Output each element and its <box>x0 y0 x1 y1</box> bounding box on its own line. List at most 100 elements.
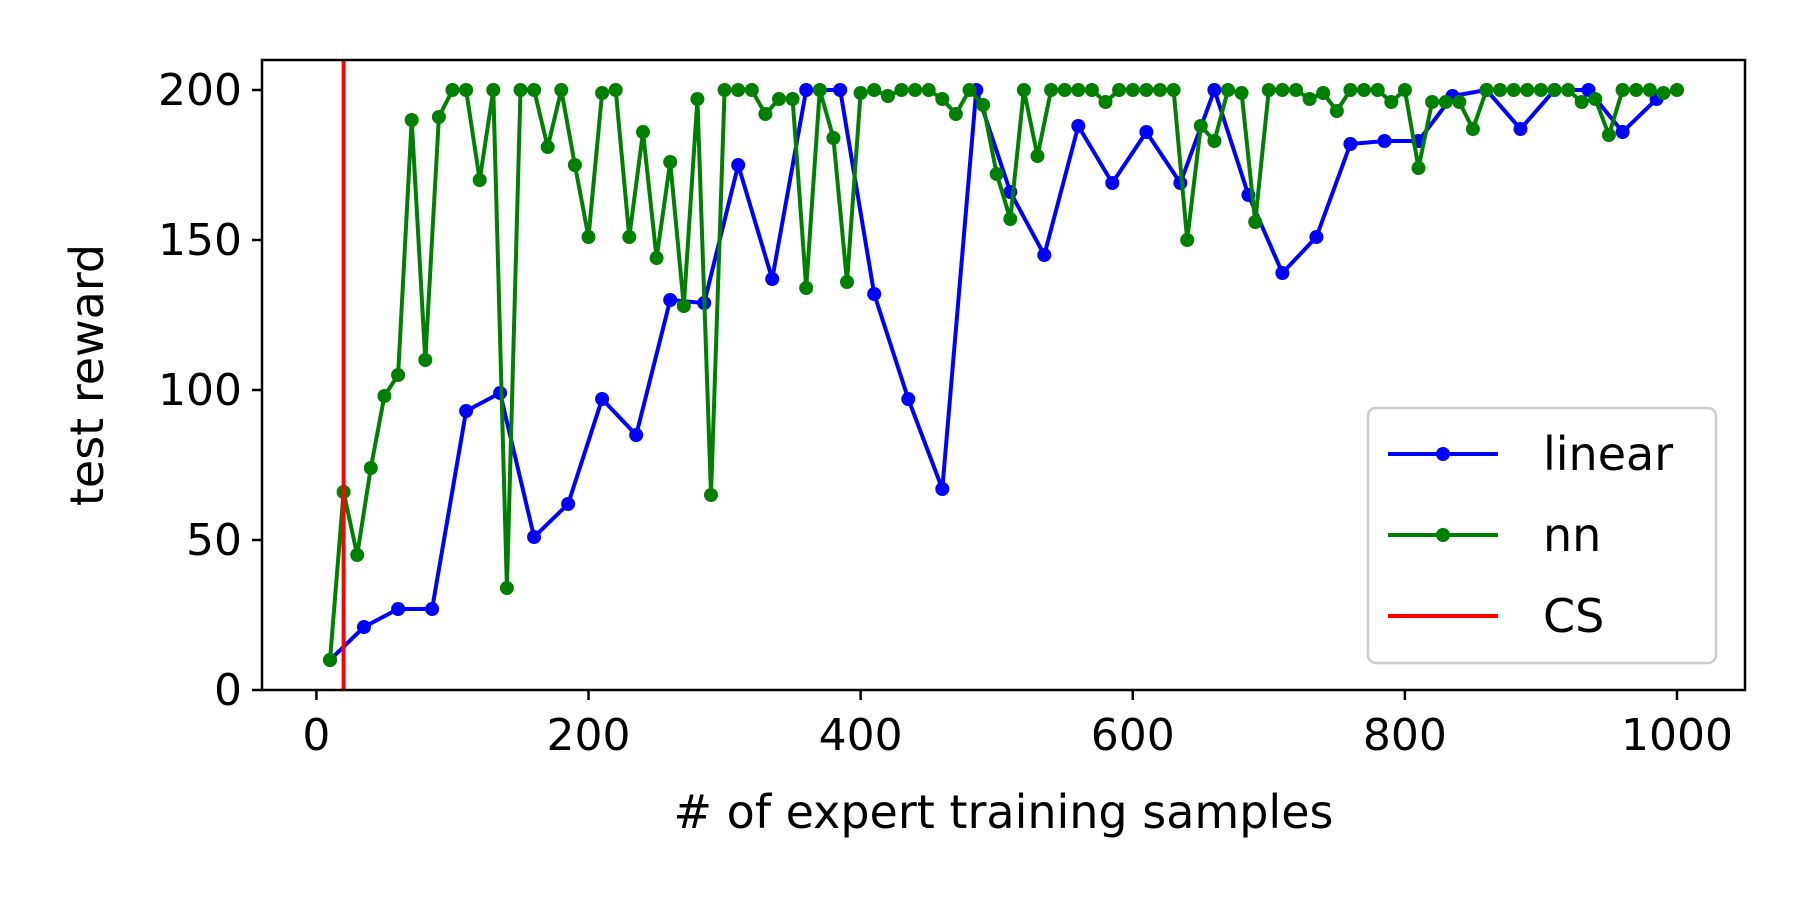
legend-box <box>1366 406 1718 665</box>
data-point-nn <box>1425 95 1440 109</box>
data-point-nn <box>1629 83 1644 97</box>
data-point-linear <box>1139 125 1154 139</box>
data-point-nn <box>622 230 637 244</box>
legend: linear nn CS <box>1366 406 1718 665</box>
legend-marker-nn <box>1436 528 1450 542</box>
data-point-nn <box>812 83 827 97</box>
data-point-nn <box>1057 83 1072 97</box>
data-point-nn <box>690 92 705 106</box>
data-point-nn <box>989 167 1004 181</box>
data-point-nn <box>1193 119 1208 133</box>
legend-marker-linear <box>1436 447 1450 461</box>
data-point-nn <box>1302 92 1317 106</box>
data-point-nn <box>459 83 474 97</box>
x-tick-label: 200 <box>547 710 631 761</box>
legend-label-CS: CS <box>1543 589 1604 643</box>
data-point-linear <box>901 392 916 406</box>
data-point-nn <box>1520 83 1535 97</box>
data-point-nn <box>1357 83 1371 97</box>
data-point-nn <box>1384 95 1399 109</box>
data-point-nn <box>1465 122 1480 136</box>
x-tick-label: 800 <box>1363 710 1447 761</box>
data-point-nn <box>976 98 991 112</box>
data-point-nn <box>1588 92 1603 106</box>
data-point-nn <box>527 83 542 97</box>
data-point-nn <box>1316 86 1331 100</box>
data-point-nn <box>704 488 718 502</box>
data-point-linear <box>765 272 780 286</box>
data-point-linear <box>663 293 678 307</box>
axes-frame <box>260 58 1747 692</box>
data-point-nn <box>1098 95 1113 109</box>
data-point-nn <box>867 83 882 97</box>
data-point-nn <box>1003 212 1018 226</box>
data-point-nn <box>1493 83 1508 97</box>
data-point-nn <box>636 125 650 139</box>
legend-label-linear: linear <box>1543 427 1673 481</box>
series-line-linear <box>328 88 1658 662</box>
data-point-linear <box>1309 230 1324 244</box>
data-point-nn <box>962 83 977 97</box>
data-point-nn <box>1248 215 1263 229</box>
data-point-linear <box>561 497 576 511</box>
data-point-nn <box>1153 83 1167 97</box>
data-point-linear <box>799 83 814 97</box>
data-point-linear <box>595 392 610 406</box>
data-point-linear <box>1037 248 1052 262</box>
data-point-linear <box>731 158 746 172</box>
data-point-nn <box>731 83 746 97</box>
data-point-nn <box>540 140 555 154</box>
data-point-nn <box>1275 83 1290 97</box>
data-point-nn <box>785 92 800 106</box>
plot-area <box>323 60 1684 690</box>
x-tick-label: 0 <box>302 710 330 761</box>
data-point-nn <box>1615 83 1630 97</box>
data-point-linear <box>459 404 474 418</box>
data-point-nn <box>377 389 392 403</box>
data-point-nn <box>1112 83 1127 97</box>
data-point-nn <box>908 83 923 97</box>
data-point-linear <box>425 602 440 616</box>
data-point-nn <box>1452 95 1467 109</box>
data-point-nn <box>595 86 610 100</box>
data-point-nn <box>1139 83 1154 97</box>
data-point-nn <box>363 461 378 475</box>
data-point-nn <box>581 230 596 244</box>
data-point-nn <box>1261 83 1276 97</box>
y-axis-label: test reward <box>60 244 114 506</box>
data-point-nn <box>1533 83 1548 97</box>
data-point-nn <box>1289 83 1303 97</box>
data-point-nn <box>676 299 691 313</box>
data-point-nn <box>758 107 773 121</box>
y-tick-label: 50 <box>186 515 242 566</box>
data-point-nn <box>1574 95 1589 109</box>
data-point-linear <box>833 83 848 97</box>
data-point-linear <box>1275 266 1290 280</box>
data-point-nn <box>1506 83 1521 97</box>
data-point-nn <box>472 173 487 187</box>
data-point-nn <box>1343 83 1358 97</box>
data-point-linear <box>1071 119 1086 133</box>
x-tick-label: 1000 <box>1621 710 1733 761</box>
data-point-nn <box>772 92 786 106</box>
data-point-nn <box>1180 233 1195 247</box>
data-point-nn <box>1030 149 1045 163</box>
data-point-nn <box>717 83 732 97</box>
data-point-nn <box>1547 83 1562 97</box>
data-point-linear <box>1207 83 1222 97</box>
data-point-linear <box>357 620 371 634</box>
y-tick-label: 100 <box>158 365 242 416</box>
data-point-nn <box>1561 83 1576 97</box>
data-point-nn <box>1207 134 1222 148</box>
data-point-nn <box>513 83 528 97</box>
data-point-nn <box>935 92 950 106</box>
data-point-nn <box>1044 83 1059 97</box>
y-tick-label: 200 <box>158 65 242 116</box>
data-point-linear <box>1615 125 1630 139</box>
data-point-nn <box>567 158 582 172</box>
data-point-nn <box>880 89 895 103</box>
data-point-nn <box>799 281 814 295</box>
data-point-nn <box>1329 104 1344 118</box>
